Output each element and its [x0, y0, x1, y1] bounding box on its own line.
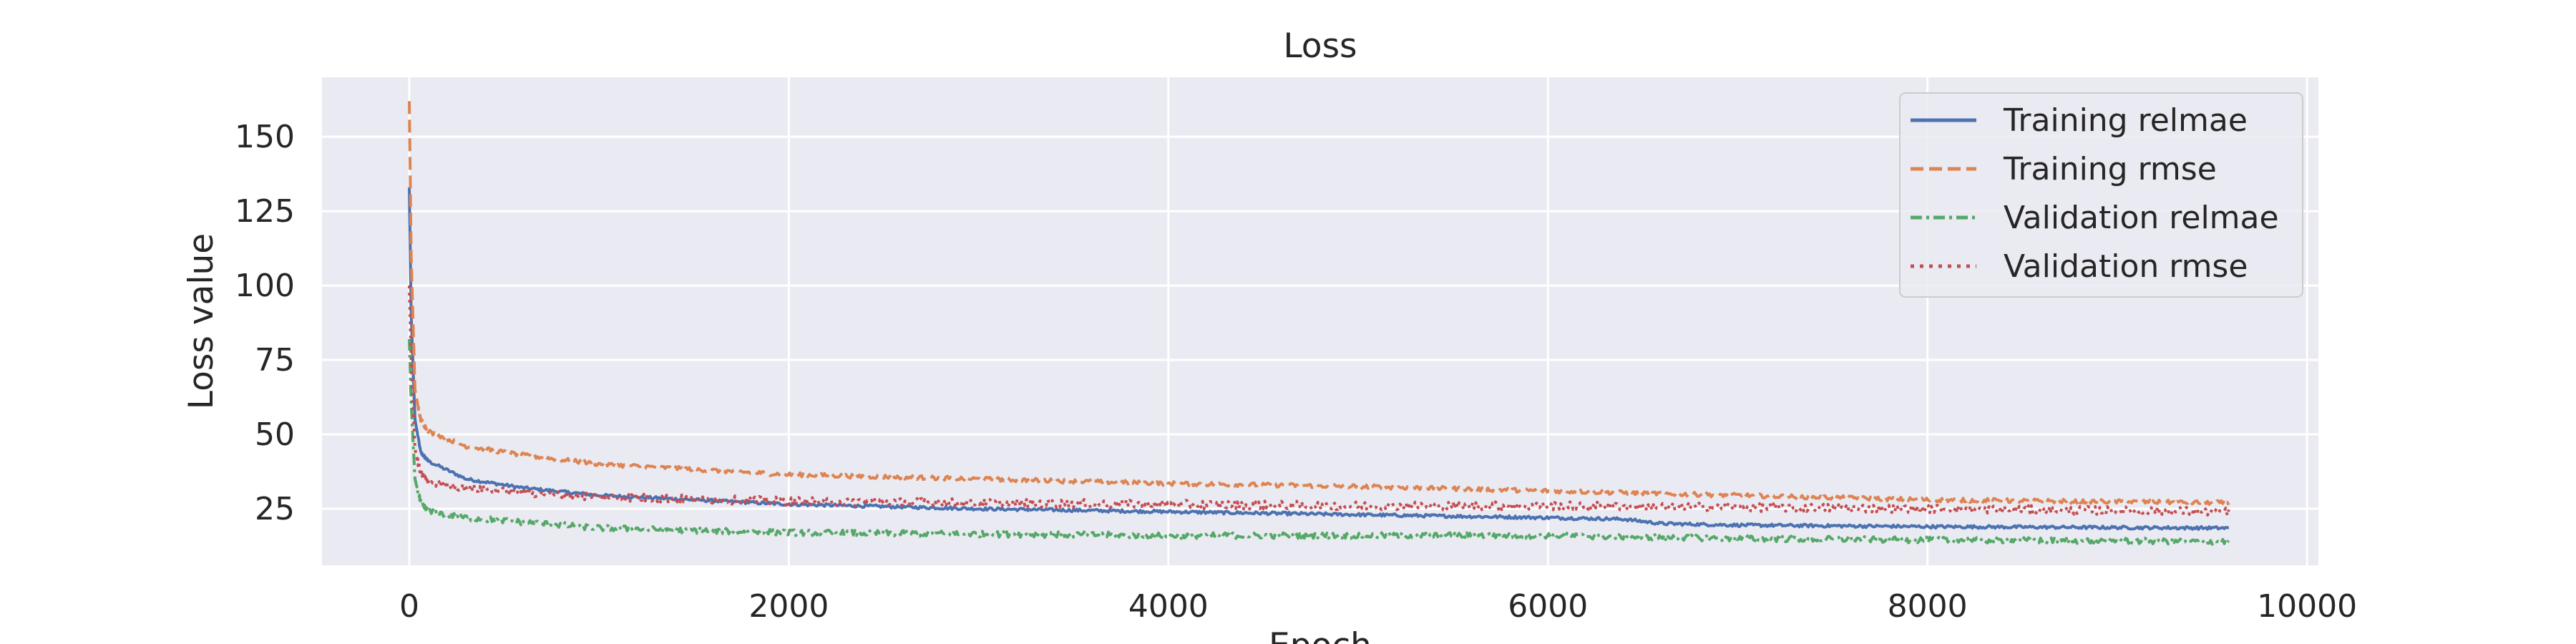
x-tick-label: 8000 [1888, 588, 1968, 625]
y-tick-label: 25 [255, 491, 295, 527]
series-line [408, 101, 2230, 506]
legend-label: Training relmae [2003, 102, 2248, 139]
chart-title: Loss [1283, 26, 1357, 66]
y-tick-label: 50 [255, 416, 295, 453]
legend-label: Validation relmae [2004, 200, 2279, 236]
series-line [408, 286, 2230, 517]
x-tick-label: 4000 [1128, 588, 1209, 625]
x-ticks: 0 2000 4000 6000 8000 10000 [399, 588, 2357, 625]
legend-box [1899, 92, 2303, 298]
x-tick-label: 2000 [748, 588, 829, 625]
y-tick-label: 150 [235, 119, 295, 155]
legend-label: Training rmse [2003, 151, 2217, 187]
y-axis-label: Loss value [182, 233, 221, 409]
legend: Training relmae Training rmse Validation r… [1899, 92, 2303, 298]
y-ticks: 25 50 75 100 125 150 [235, 119, 295, 527]
x-tick-label: 6000 [1508, 588, 1588, 625]
y-tick-label: 75 [255, 342, 295, 379]
series-lines [408, 101, 2230, 546]
x-axis-label: Epoch [1269, 626, 1372, 644]
y-tick-label: 125 [235, 193, 295, 230]
series-line [408, 187, 2230, 531]
x-tick-label: 0 [399, 588, 419, 625]
y-tick-label: 100 [235, 268, 295, 304]
legend-label: Validation rmse [2004, 248, 2248, 285]
x-tick-label: 10000 [2257, 588, 2357, 625]
